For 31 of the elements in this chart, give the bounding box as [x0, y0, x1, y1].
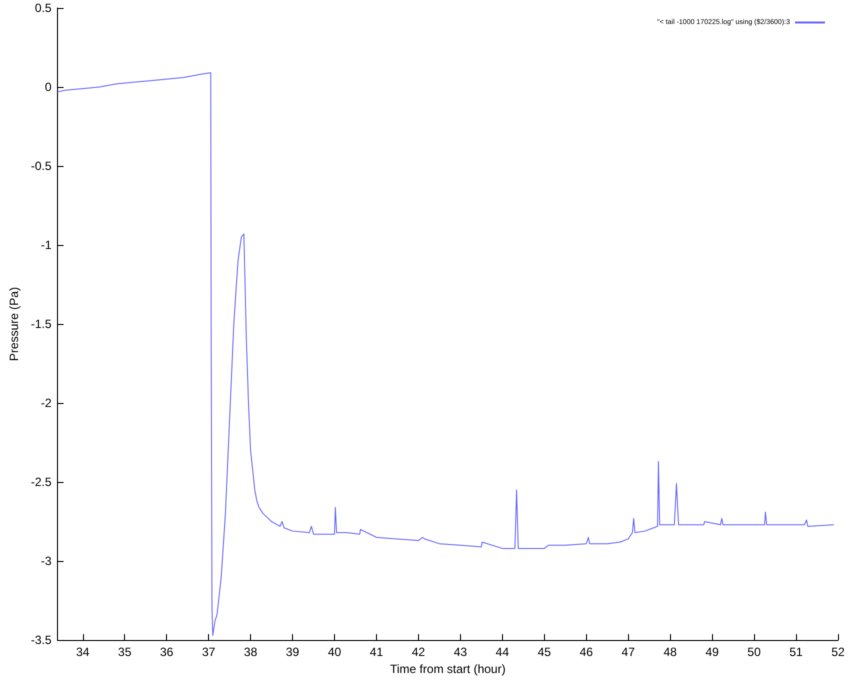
x-tick-label: 42: [412, 645, 426, 660]
y-tick-label: -2: [40, 396, 52, 410]
x-tick-label: 51: [789, 645, 804, 660]
y-tick-label: -0.5: [30, 159, 52, 174]
y-axis-title: Pressure (Pa): [7, 287, 21, 362]
y-tick-label: -1.5: [30, 317, 52, 332]
line-series: [57, 72, 834, 636]
x-tick-label: 40: [328, 645, 342, 660]
x-tick-label: 45: [538, 645, 552, 660]
x-tick-label: 37: [202, 645, 216, 660]
x-tick-label: 50: [747, 645, 762, 660]
y-tick-label: -2.5: [30, 475, 52, 490]
x-tick-label: 46: [580, 645, 594, 660]
x-tick-label: 35: [118, 645, 132, 660]
x-tick-label: 48: [663, 645, 678, 660]
x-tick-label: 38: [244, 645, 258, 660]
x-axis-title: Time from start (hour): [390, 662, 506, 676]
y-tick-label: -1: [40, 238, 52, 252]
x-tick-label: 49: [705, 645, 720, 660]
x-tick-label: 43: [454, 645, 468, 660]
x-tick-label: 34: [76, 645, 90, 660]
x-tick-label: 47: [622, 645, 636, 660]
x-tick-label: 41: [370, 645, 384, 660]
y-tick-label: 0.5: [34, 1, 52, 15]
y-tick-label: -3.5: [30, 633, 52, 648]
x-tick-label: 44: [496, 645, 510, 660]
y-tick-label: 0: [44, 80, 52, 94]
x-tick-label: 36: [160, 645, 174, 660]
x-tick-label: 39: [286, 645, 300, 660]
x-tick-label: 52: [831, 645, 845, 660]
y-tick-label: -3: [40, 554, 52, 568]
